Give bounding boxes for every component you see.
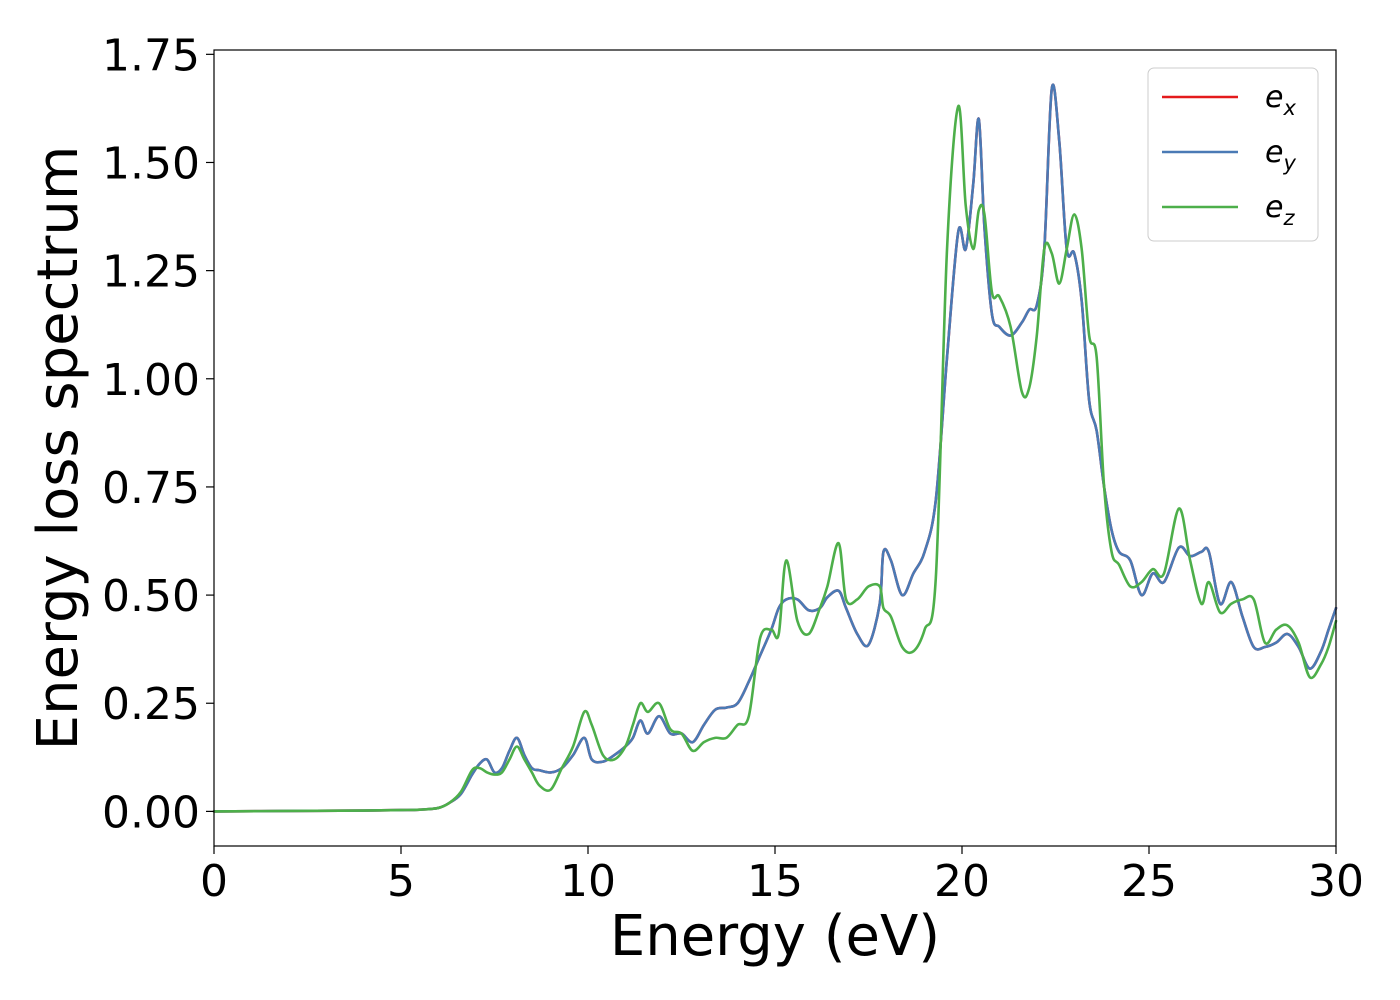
y-tick-label: 0.00 — [102, 787, 200, 838]
x-tick-label: 25 — [1121, 856, 1177, 907]
legend-label-base: e — [1265, 80, 1283, 115]
x-tick-label: 10 — [560, 856, 616, 907]
legend-label-subscript: y — [1282, 151, 1296, 175]
x-tick-label: 0 — [200, 856, 228, 907]
y-tick-label: 1.75 — [102, 30, 200, 81]
y-axis-title: Energy loss spectrum — [26, 146, 91, 751]
y-tick-label: 1.00 — [102, 355, 200, 406]
x-tick-label: 30 — [1308, 856, 1364, 907]
series-line-ez — [212, 104, 1338, 813]
series-layer — [212, 83, 1338, 813]
x-axis-title: Energy (eV) — [610, 904, 940, 969]
legend-label-ex: ex — [1265, 80, 1296, 120]
y-tick-label: 0.50 — [102, 571, 200, 622]
y-axis-ticks: 0.00 0.25 0.50 0.75 1.00 1.25 1.50 1.75 — [102, 30, 214, 838]
y-tick-label: 1.25 — [102, 247, 200, 298]
legend-label-base: e — [1265, 190, 1283, 225]
legend-label-subscript: z — [1282, 206, 1295, 230]
x-tick-label: 15 — [747, 856, 803, 907]
y-tick-label: 0.25 — [102, 679, 200, 730]
legend-box — [1147, 67, 1319, 242]
legend-label-subscript: x — [1282, 96, 1296, 120]
x-axis-ticks: 0 5 10 15 20 25 30 — [200, 846, 1364, 907]
y-tick-label: 0.75 — [102, 463, 200, 514]
series-line-ey — [212, 83, 1338, 813]
y-tick-label: 1.50 — [102, 138, 200, 189]
x-tick-label: 5 — [387, 856, 415, 907]
legend-label-ey: ey — [1265, 135, 1296, 175]
legend-label-ez: ez — [1265, 190, 1295, 230]
x-tick-label: 20 — [934, 856, 990, 907]
legend-label-base: e — [1265, 135, 1283, 170]
